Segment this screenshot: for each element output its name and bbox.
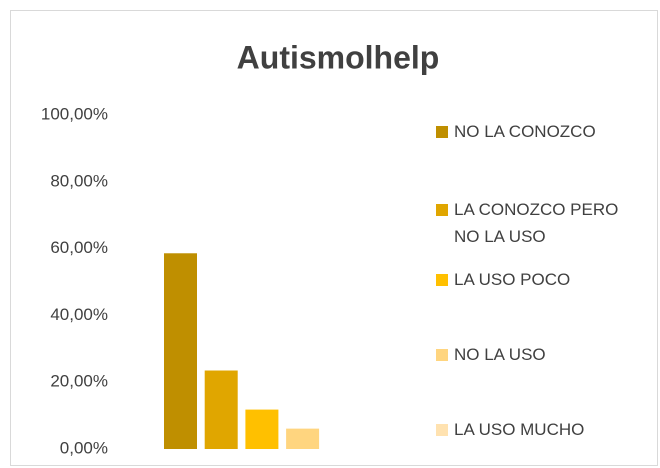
bar: [164, 253, 197, 449]
legend-item: LA USO MUCHO: [436, 416, 636, 443]
legend-swatch: [436, 424, 448, 436]
y-tick-label: 60,00%: [50, 238, 108, 257]
y-tick-label: 80,00%: [50, 171, 108, 190]
legend-swatch: [436, 349, 448, 361]
y-tick-label: 0,00%: [60, 438, 108, 457]
legend-item: LA USO POCO: [436, 266, 636, 293]
bar: [245, 409, 279, 449]
legend-swatch: [436, 204, 448, 216]
legend-item: NO LA CONOZCO: [436, 118, 636, 145]
legend-swatch: [436, 274, 448, 286]
legend-label: LA USO POCO: [454, 270, 571, 289]
y-tick-label: 100,00%: [41, 104, 108, 123]
legend-item: NO LA USO: [436, 341, 636, 368]
y-tick-label: 40,00%: [50, 305, 108, 324]
bar: [204, 370, 238, 449]
legend-label: NO LA USO: [454, 345, 546, 364]
legend-item: LA CONOZCO PERO NO LA USO: [436, 196, 636, 250]
chart-title: Autismolhelp: [237, 39, 440, 75]
bar: [286, 428, 320, 449]
legend-swatch: [436, 126, 448, 138]
legend-label: LA CONOZCO PERO NO LA USO: [454, 200, 619, 246]
legend-label: NO LA CONOZCO: [454, 122, 596, 141]
y-tick-label: 20,00%: [50, 372, 108, 391]
legend-label: LA USO MUCHO: [454, 420, 585, 439]
chart-border: [10, 10, 658, 466]
